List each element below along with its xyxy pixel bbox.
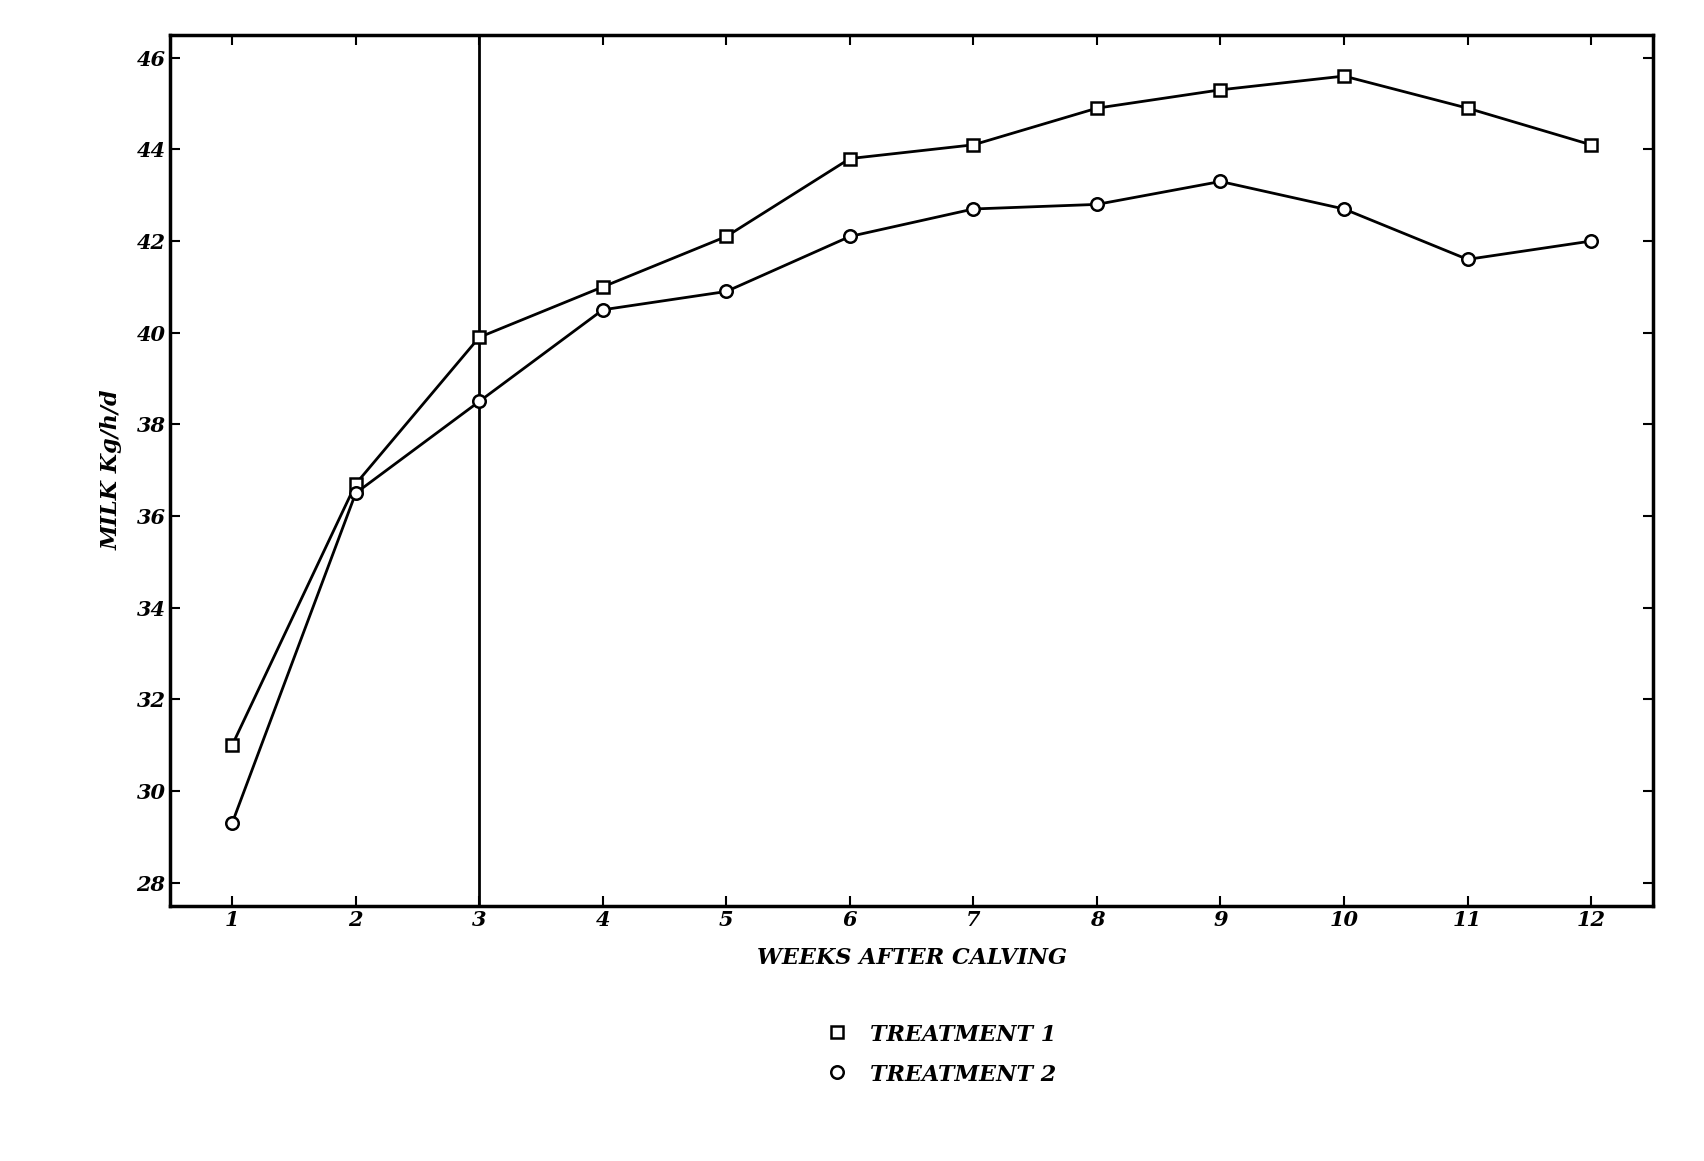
TREATMENT 2: [716, 284, 736, 298]
TREATMENT 1: [1087, 101, 1108, 115]
TREATMENT 1: [222, 738, 242, 752]
TREATMENT 1: [1457, 101, 1477, 115]
TREATMENT 2: [1581, 235, 1602, 248]
Line: TREATMENT 1: TREATMENT 1: [227, 70, 1597, 751]
TREATMENT 2: [1334, 202, 1355, 216]
TREATMENT 1: [593, 280, 613, 294]
TREATMENT 2: [346, 486, 366, 500]
Y-axis label: MILK Kg/h/d: MILK Kg/h/d: [101, 390, 123, 550]
TREATMENT 1: [1210, 82, 1230, 96]
TREATMENT 2: [1087, 197, 1108, 211]
TREATMENT 1: [1334, 70, 1355, 84]
TREATMENT 2: [963, 202, 983, 216]
TREATMENT 1: [840, 152, 861, 166]
TREATMENT 2: [469, 395, 489, 409]
X-axis label: WEEKS AFTER CALVING: WEEKS AFTER CALVING: [757, 947, 1067, 969]
TREATMENT 1: [469, 331, 489, 345]
Legend: TREATMENT 1, TREATMENT 2: TREATMENT 1, TREATMENT 2: [826, 1023, 1056, 1086]
TREATMENT 2: [1210, 174, 1230, 188]
TREATMENT 1: [963, 138, 983, 152]
Line: TREATMENT 2: TREATMENT 2: [227, 175, 1597, 829]
TREATMENT 2: [840, 230, 861, 244]
TREATMENT 1: [716, 230, 736, 244]
TREATMENT 2: [593, 303, 613, 317]
TREATMENT 2: [222, 816, 242, 830]
TREATMENT 2: [1457, 252, 1477, 266]
TREATMENT 1: [346, 477, 366, 491]
TREATMENT 1: [1581, 138, 1602, 152]
